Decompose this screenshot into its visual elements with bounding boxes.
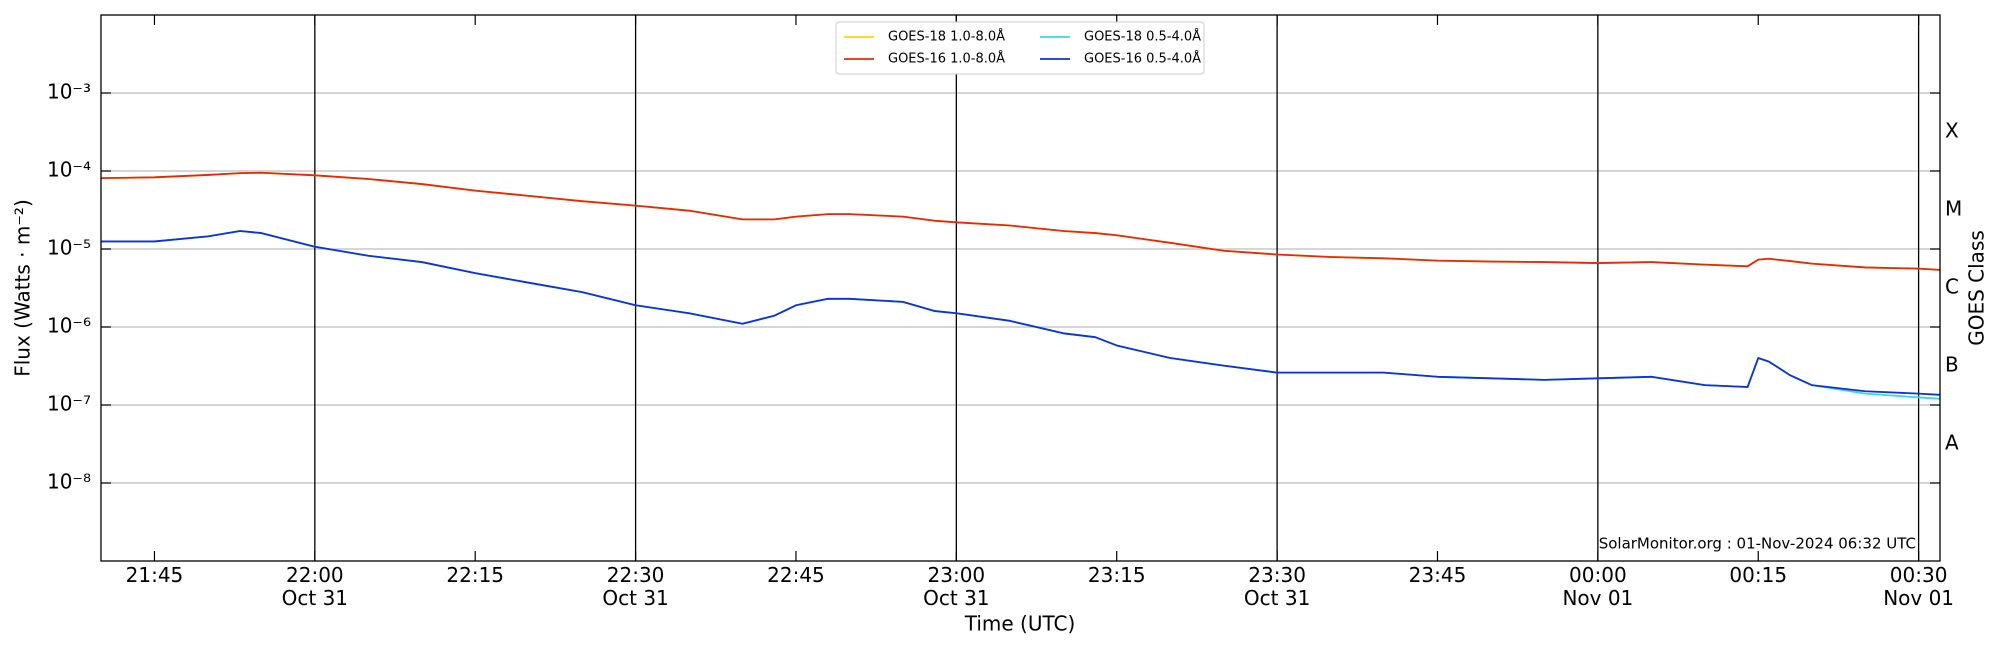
y-tick-label: 10⁻⁵ xyxy=(47,236,91,260)
legend: GOES-18 1.0-8.0Å GOES-16 1.0-8.0Å GOES-18 … xyxy=(835,21,1205,75)
legend-text: GOES-18 1.0-8.0Å xyxy=(888,29,1005,45)
y-tick-label: 10⁻⁴ xyxy=(47,158,91,182)
y-tick-label: 10⁻³ xyxy=(47,80,91,104)
annotation: SolarMonitor.org : 01-Nov-2024 06:32 UTC xyxy=(1599,535,1916,553)
legend-box xyxy=(835,21,1205,75)
class-label: C xyxy=(1945,275,1959,299)
y-axis-label: Flux (Watts · m⁻²) xyxy=(11,199,35,377)
x-tick-label: 00:15 xyxy=(1729,563,1787,587)
class-label: A xyxy=(1945,431,1959,455)
x-tick-label: 00:30 Nov 01 xyxy=(1883,563,1954,610)
x-tick-label: 22:30 Oct 31 xyxy=(602,563,668,610)
class-label: B xyxy=(1945,353,1959,377)
x-tick-label: 23:45 xyxy=(1409,563,1467,587)
y2-axis-label: GOES Class xyxy=(1965,230,1989,346)
legend-text: GOES-16 0.5-4.0Å xyxy=(1084,51,1201,67)
y-tick-label: 10⁻⁷ xyxy=(47,392,91,416)
y-tick-label: 10⁻⁸ xyxy=(47,470,91,494)
legend-text: GOES-16 1.0-8.0Å xyxy=(888,51,1005,67)
flux-line xyxy=(101,230,1941,396)
flux-line xyxy=(100,171,1941,271)
x-tick-label: 21:45 xyxy=(126,563,184,587)
x-tick-label: 22:00 Oct 31 xyxy=(282,563,348,610)
plot-frame xyxy=(100,14,1941,562)
x-tick-label: 23:15 xyxy=(1088,563,1146,587)
flux-line xyxy=(100,171,1941,271)
x-tick-label: 00:00 Nov 01 xyxy=(1562,563,1633,610)
x-tick-label: 23:00 Oct 31 xyxy=(923,563,989,610)
class-label: X xyxy=(1945,119,1959,143)
x-tick-label: 23:30 Oct 31 xyxy=(1244,563,1310,610)
class-label: M xyxy=(1945,197,1962,221)
y-tick-label: 10⁻⁶ xyxy=(47,314,91,338)
x-tick-label: 22:45 xyxy=(767,563,825,587)
x-axis-label: Time (UTC) xyxy=(964,612,1076,636)
x-tick-label: 22:15 xyxy=(446,563,504,587)
legend-text: GOES-18 0.5-4.0Å xyxy=(1084,29,1201,45)
